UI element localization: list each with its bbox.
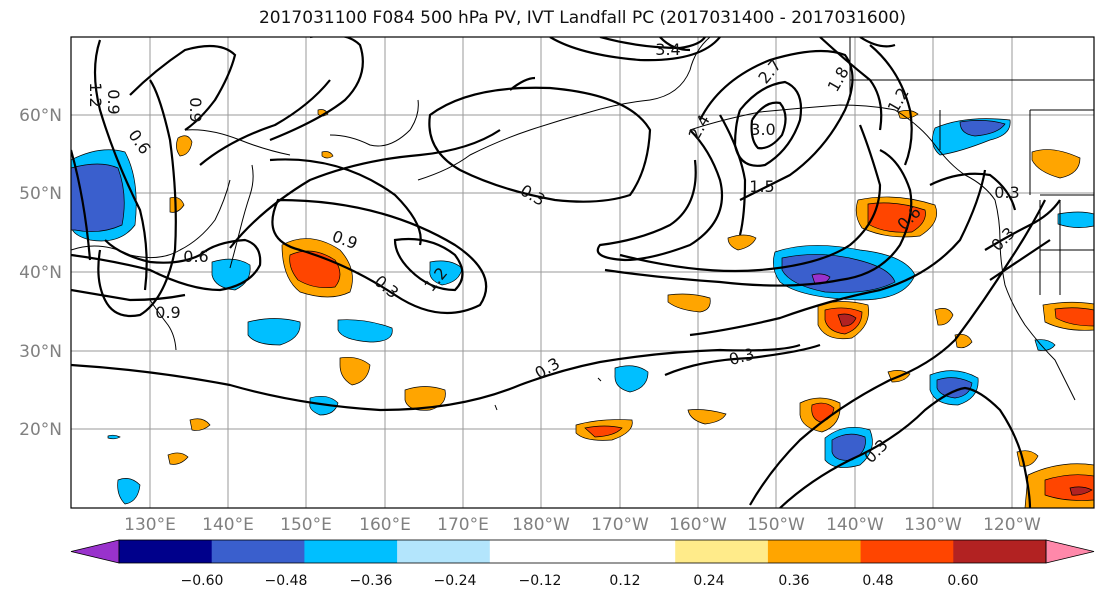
lon-tick-label: 150°W: [747, 515, 805, 535]
orange-blob: [321, 151, 334, 159]
pv-contours: [71, 37, 1061, 508]
blue-blob: [309, 396, 339, 416]
orange-blob: [1069, 486, 1093, 496]
contour-label: 1.2: [86, 82, 105, 107]
contour-label: 0.3: [994, 183, 1019, 202]
lon-tick-label: 120°W: [983, 515, 1041, 535]
blue-blob: [959, 120, 1006, 137]
lat-tick-label: 20°N: [19, 420, 62, 440]
colorbar-extend-max: [1045, 539, 1095, 564]
lon-tick-label: 150°E: [280, 515, 332, 535]
orange-blob: [1044, 474, 1094, 501]
lon-tick-label: 170°E: [437, 515, 489, 535]
orange-blob: [667, 293, 711, 313]
colorbar-tick-label: 0.12: [609, 573, 640, 589]
lat-tick-label: 50°N: [19, 184, 62, 204]
colorbar-segment: [860, 540, 954, 563]
colorbar-segment: [582, 540, 676, 563]
blue-blob: [117, 478, 141, 505]
colorbar-segment: [767, 540, 862, 563]
blue-blob: [831, 433, 866, 461]
blue-blob: [337, 319, 393, 343]
blue-blob: [936, 377, 973, 399]
map-frame: [70, 36, 1095, 509]
lon-tick-label: 180°W: [512, 515, 570, 535]
map-title: 2017031100 F084 500 hPa PV, IVT Landfall…: [258, 8, 906, 28]
orange-blob: [1054, 307, 1094, 327]
blue-blob: [107, 434, 121, 440]
colorbar-segment: [675, 540, 769, 563]
blue-blob: [614, 365, 649, 393]
coastlines: [71, 37, 1094, 411]
colorbar-segment: [304, 540, 398, 563]
colorbar-segment: [953, 540, 1047, 563]
colorbar-segment: [397, 540, 491, 563]
lat-tick-label: 30°N: [19, 342, 62, 362]
colorbar-segment: [489, 540, 583, 563]
colorbar-segment: [211, 540, 305, 563]
contour-label: 3.4: [655, 40, 680, 59]
orange-blob: [584, 425, 623, 438]
colorbar-tick-label: 0.24: [693, 573, 724, 589]
blue-blob: [247, 318, 301, 346]
lon-tick-label: 140°E: [202, 515, 254, 535]
colorbar-tick-label: 0.36: [778, 573, 809, 589]
colorbar-tick-label: −0.24: [434, 573, 477, 589]
negative-anomaly-shading: [71, 118, 1094, 505]
colorbar-tick-label: −0.12: [519, 573, 562, 589]
orange-blob: [167, 452, 189, 465]
orange-blob: [1031, 149, 1081, 179]
contour-label: 0.6: [183, 247, 208, 266]
colorbar-tick-label: 0.60: [947, 573, 978, 589]
orange-blob: [404, 386, 446, 411]
lon-tick-label: 130°W: [904, 515, 962, 535]
longitude-axis: 130°E 140°E 150°E 160°E 170°E 180°W 170°…: [124, 515, 1041, 535]
colorbar-tick-label: −0.60: [181, 573, 224, 589]
orange-blob: [189, 418, 211, 431]
colorbar-tick-labels: −0.60 −0.48 −0.36 −0.24 −0.12 0.12 0.24 …: [181, 573, 979, 589]
lon-tick-label: 130°E: [124, 515, 176, 535]
blue-blob: [429, 260, 463, 286]
colorbar-tick-label: −0.48: [265, 573, 308, 589]
orange-blob: [176, 135, 193, 157]
contour-label: 0.9: [155, 303, 180, 322]
lat-tick-label: 40°N: [19, 263, 62, 283]
orange-blob: [727, 234, 757, 251]
contour-label: 1.5: [749, 177, 774, 196]
orange-blob: [687, 409, 727, 425]
colorbar-extend-min: [70, 539, 120, 564]
latitude-axis: 60°N 50°N 40°N 30°N 20°N: [19, 106, 62, 440]
blue-blob: [781, 254, 896, 293]
lon-tick-label: 160°E: [359, 515, 411, 535]
orange-blob: [339, 356, 371, 386]
lat-tick-label: 60°N: [19, 106, 62, 126]
colorbar-segment: [119, 540, 213, 563]
blue-blob: [1057, 211, 1094, 228]
lon-tick-label: 160°W: [669, 515, 727, 535]
orange-blob: [897, 110, 919, 119]
orange-blob: [837, 313, 857, 327]
lon-tick-label: 170°W: [591, 515, 649, 535]
contour-label: 0.9: [104, 89, 123, 114]
blue-blob: [1034, 339, 1056, 351]
lon-tick-label: 140°W: [826, 515, 884, 535]
contour-label: 0.9: [186, 97, 205, 122]
colorbar: [70, 539, 1095, 564]
contour-label: 3.0: [750, 120, 775, 139]
colorbar-tick-label: −0.36: [350, 573, 393, 589]
colorbar-outline: [118, 539, 1047, 564]
orange-blob: [934, 308, 954, 326]
blue-blob: [71, 163, 125, 232]
colorbar-tick-label: 0.48: [862, 573, 893, 589]
orange-blob: [954, 333, 973, 349]
